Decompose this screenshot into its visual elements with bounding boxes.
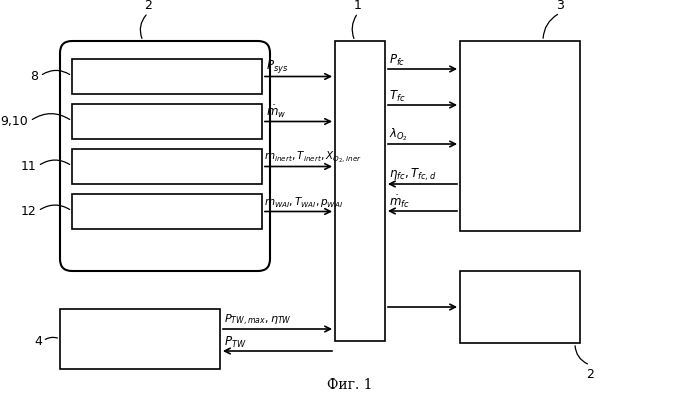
Text: 8: 8 <box>30 70 38 83</box>
Bar <box>60 309 220 369</box>
Bar <box>460 271 580 343</box>
Text: $T_{fc}$: $T_{fc}$ <box>389 89 405 104</box>
Bar <box>72 150 262 184</box>
Text: 2: 2 <box>144 0 152 12</box>
Bar <box>72 105 262 140</box>
Text: $\eta_{fc}, T_{fc,d}$: $\eta_{fc}, T_{fc,d}$ <box>389 166 436 182</box>
Text: 12: 12 <box>20 205 36 218</box>
Bar <box>72 194 262 229</box>
Text: $\dot{m}_{fc}$: $\dot{m}_{fc}$ <box>389 193 410 209</box>
Text: 3: 3 <box>556 0 564 12</box>
Text: Фиг. 1: Фиг. 1 <box>328 377 372 391</box>
Bar <box>72 60 262 95</box>
Text: $\dot{m}_{WAI}, T_{WAI}, p_{WAI}$: $\dot{m}_{WAI}, T_{WAI}, p_{WAI}$ <box>264 195 343 210</box>
Text: 4: 4 <box>34 335 42 348</box>
Text: $\dot{m}_{inert}, T_{inert}, X_{O_2,iner}$: $\dot{m}_{inert}, T_{inert}, X_{O_2,iner… <box>264 149 362 165</box>
Text: 2: 2 <box>586 367 594 380</box>
Bar <box>335 42 385 341</box>
Text: 9,10: 9,10 <box>0 115 28 128</box>
Text: $\dot{m}_w$: $\dot{m}_w$ <box>266 104 286 120</box>
Text: $P_{TW}$: $P_{TW}$ <box>224 334 246 349</box>
Text: $P_{TW,max}, \eta_{TW}$: $P_{TW,max}, \eta_{TW}$ <box>224 312 292 327</box>
Bar <box>460 42 580 231</box>
Text: 1: 1 <box>354 0 362 12</box>
FancyBboxPatch shape <box>60 42 270 271</box>
Text: $P_{fc}$: $P_{fc}$ <box>389 53 405 68</box>
Text: $\lambda_{O_2}$: $\lambda_{O_2}$ <box>389 126 408 143</box>
Text: $P_{sys}$: $P_{sys}$ <box>266 59 288 75</box>
Text: 11: 11 <box>20 160 36 173</box>
